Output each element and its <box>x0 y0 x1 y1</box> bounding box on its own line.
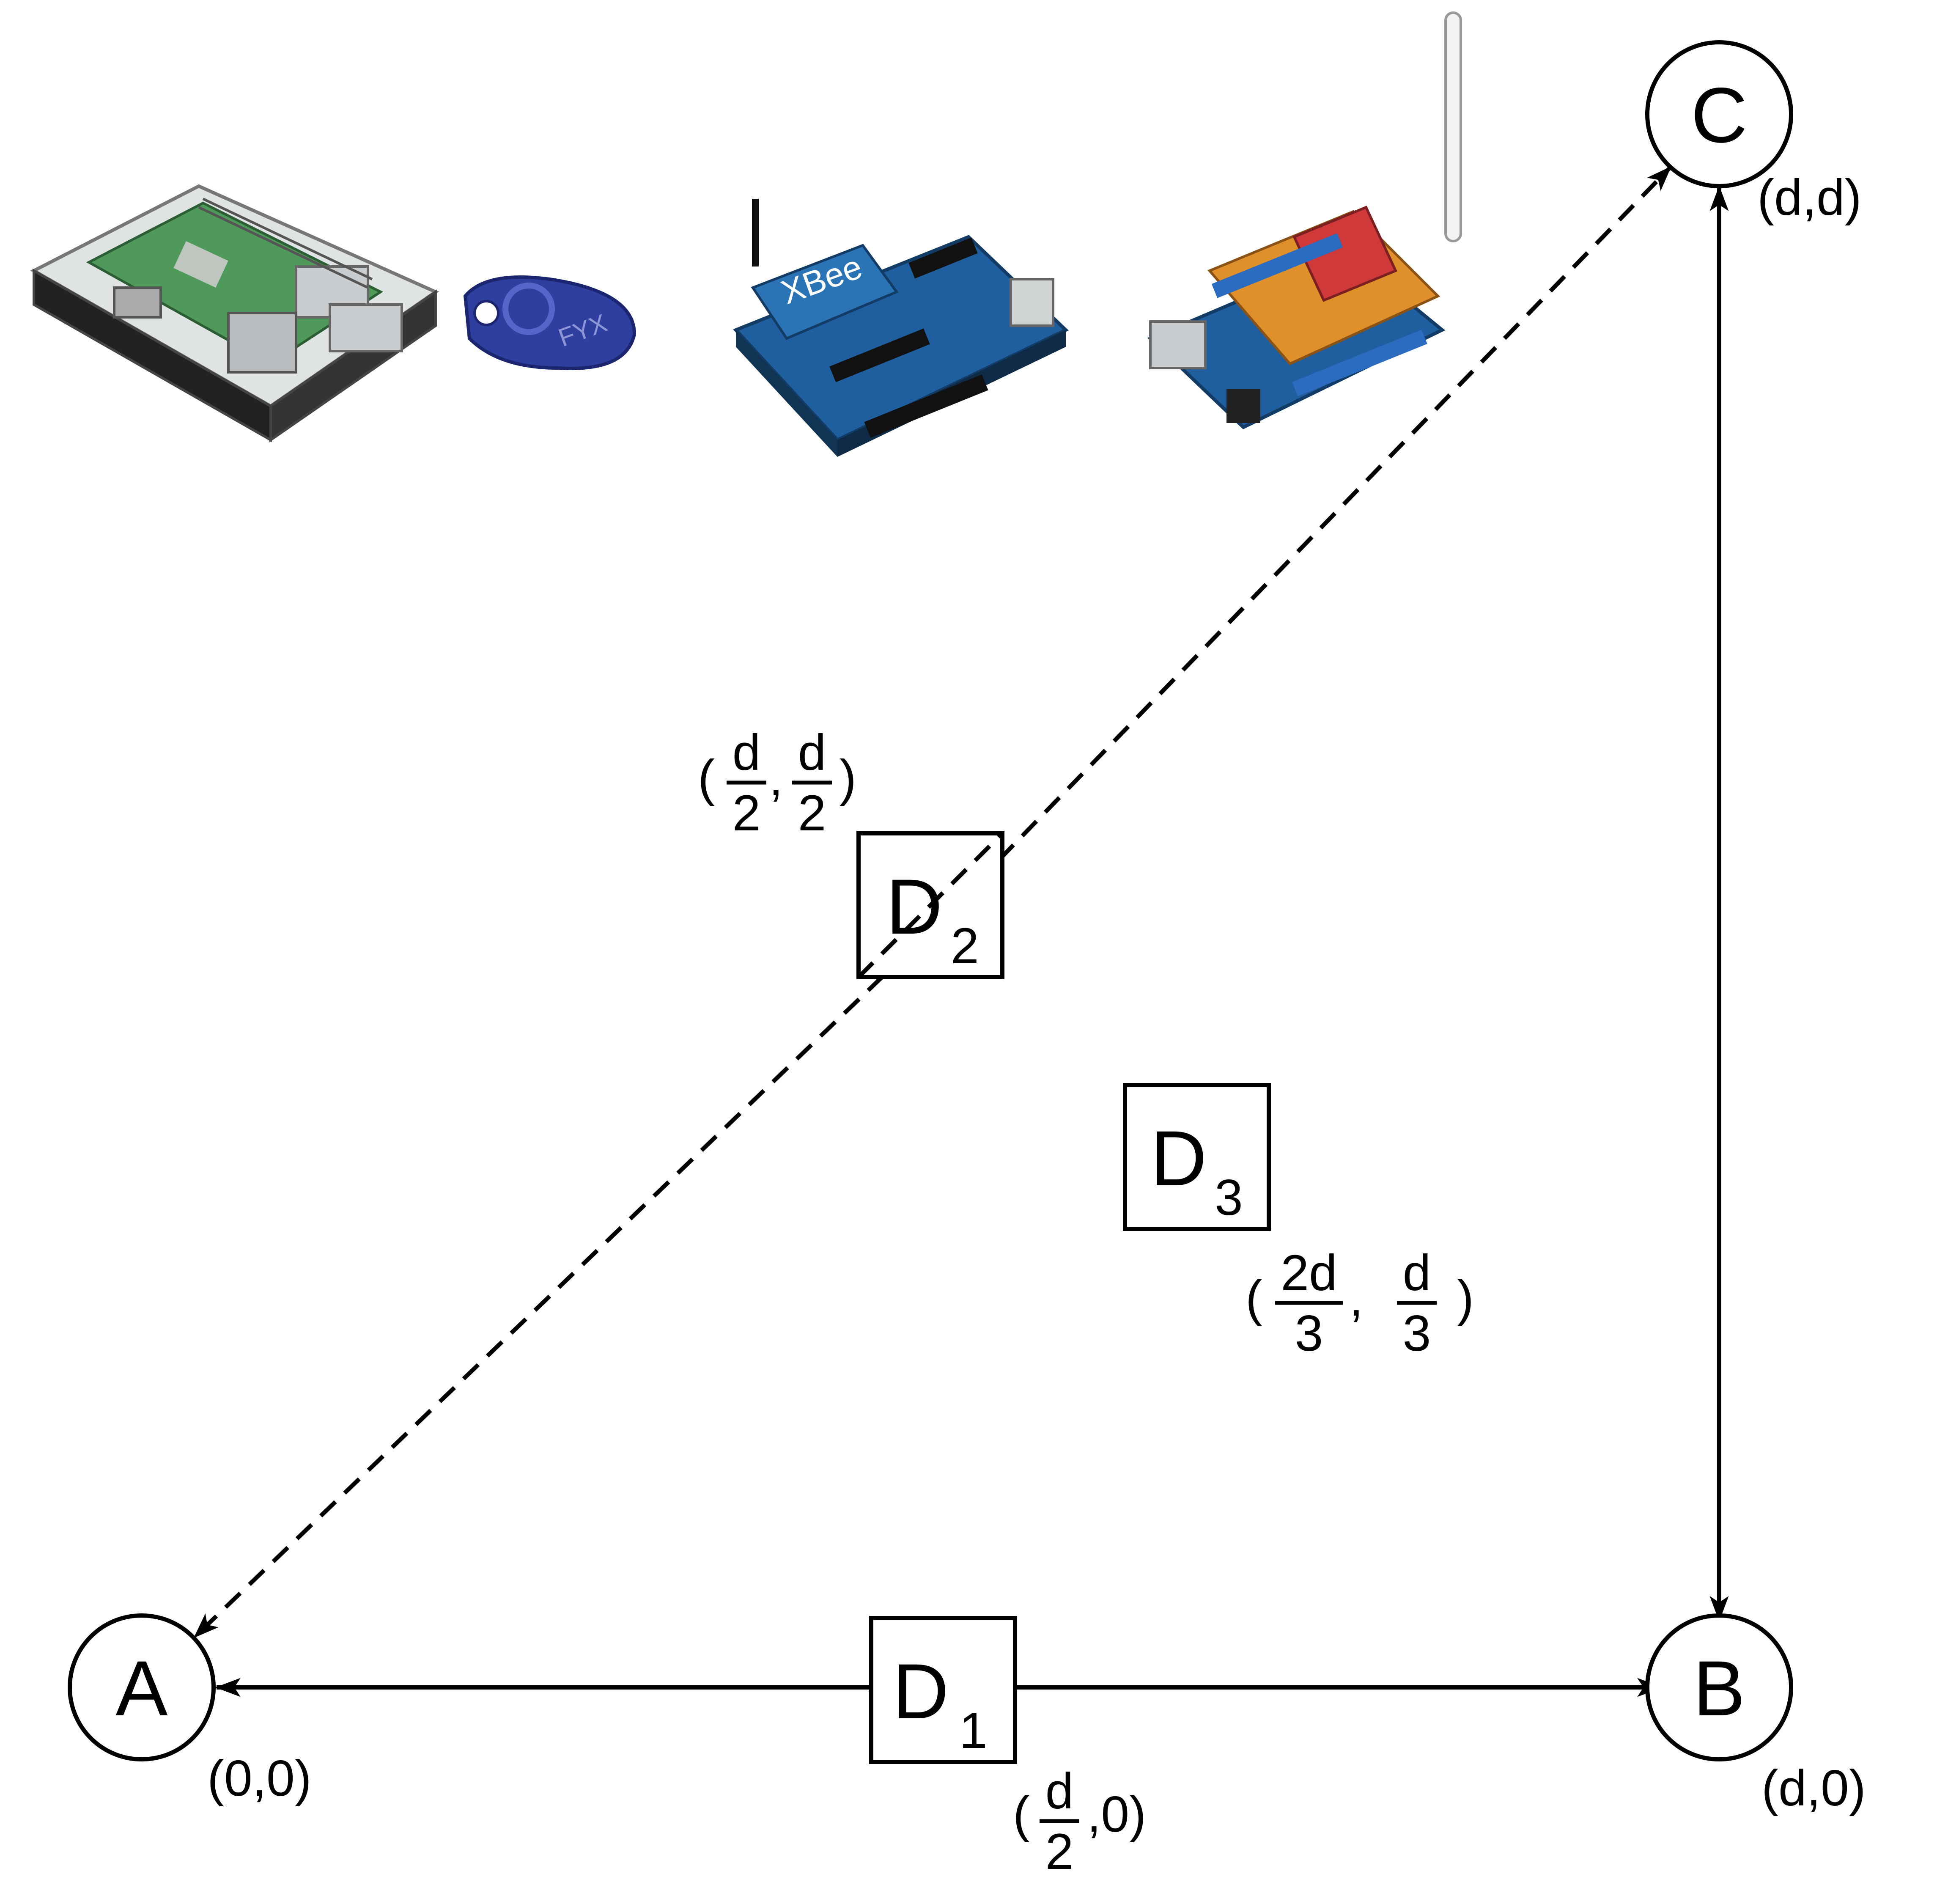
device-d3-coord: ( 2d 3 , d 3 ) <box>1246 1245 1474 1362</box>
device-d2-label: D <box>886 863 943 951</box>
device-d3-coord-num2: d <box>1403 1245 1431 1301</box>
device-d1-coord: ( d 2 ,0) <box>1013 1763 1146 1880</box>
device-d1-subscript: 1 <box>959 1702 988 1759</box>
device-d3-coord-num1: 2d <box>1281 1245 1337 1301</box>
device-d3-coord-den1: 3 <box>1295 1305 1323 1362</box>
device-d2-coord-den1: 2 <box>733 785 761 841</box>
device-d2-subscript: 2 <box>951 918 979 974</box>
node-b-coord: (d,0) <box>1761 1760 1866 1816</box>
device-d3-coord-sep: , <box>1349 1270 1363 1327</box>
gsm-shield-image <box>1147 11 1462 429</box>
device-d1: D 1 <box>869 1616 1017 1764</box>
node-a-label: A <box>115 1645 168 1732</box>
device-d2: D 2 <box>856 831 1004 979</box>
device-d1-coord-num: d <box>1045 1763 1074 1819</box>
node-c-label: C <box>1691 72 1748 159</box>
device-d2-coord-close: ) <box>840 750 856 806</box>
link-c-a-dashed <box>193 929 932 1639</box>
device-d1-label: D <box>892 1648 949 1735</box>
node-a-coord: (0,0) <box>207 1750 312 1807</box>
device-d1-coord-den: 2 <box>1045 1823 1074 1880</box>
link-a-c-dashed <box>929 165 1672 932</box>
device-d2-coord-num2: d <box>798 724 826 781</box>
node-b: B <box>1645 1613 1793 1761</box>
xbee-arduino-image: XBee <box>733 199 1069 457</box>
device-d3-subscript: 3 <box>1215 1169 1243 1226</box>
device-d1-coord-open: ( <box>1013 1786 1030 1843</box>
device-d2-coord: ( d 2 , d 2 ) <box>698 724 856 841</box>
raspberry-pi-image <box>30 184 439 442</box>
device-d3-coord-open: ( <box>1246 1270 1262 1327</box>
node-c-coord: (d,d) <box>1757 169 1862 226</box>
device-d2-coord-sep: , <box>769 750 783 806</box>
node-c: C <box>1645 40 1793 188</box>
device-d3: D 3 <box>1123 1083 1271 1231</box>
node-a: A <box>68 1613 216 1761</box>
device-d3-coord-close: ) <box>1457 1270 1474 1327</box>
node-b-label: B <box>1693 1645 1745 1732</box>
device-d1-coord-rest: ,0) <box>1087 1786 1146 1843</box>
device-d2-coord-open: ( <box>698 750 715 806</box>
device-d2-coord-num1: d <box>733 724 761 781</box>
device-d2-coord-den2: 2 <box>798 785 826 841</box>
device-d3-label: D <box>1150 1115 1207 1202</box>
key-fob-image: FYX <box>463 275 637 370</box>
device-d3-coord-den2: 3 <box>1403 1305 1431 1362</box>
